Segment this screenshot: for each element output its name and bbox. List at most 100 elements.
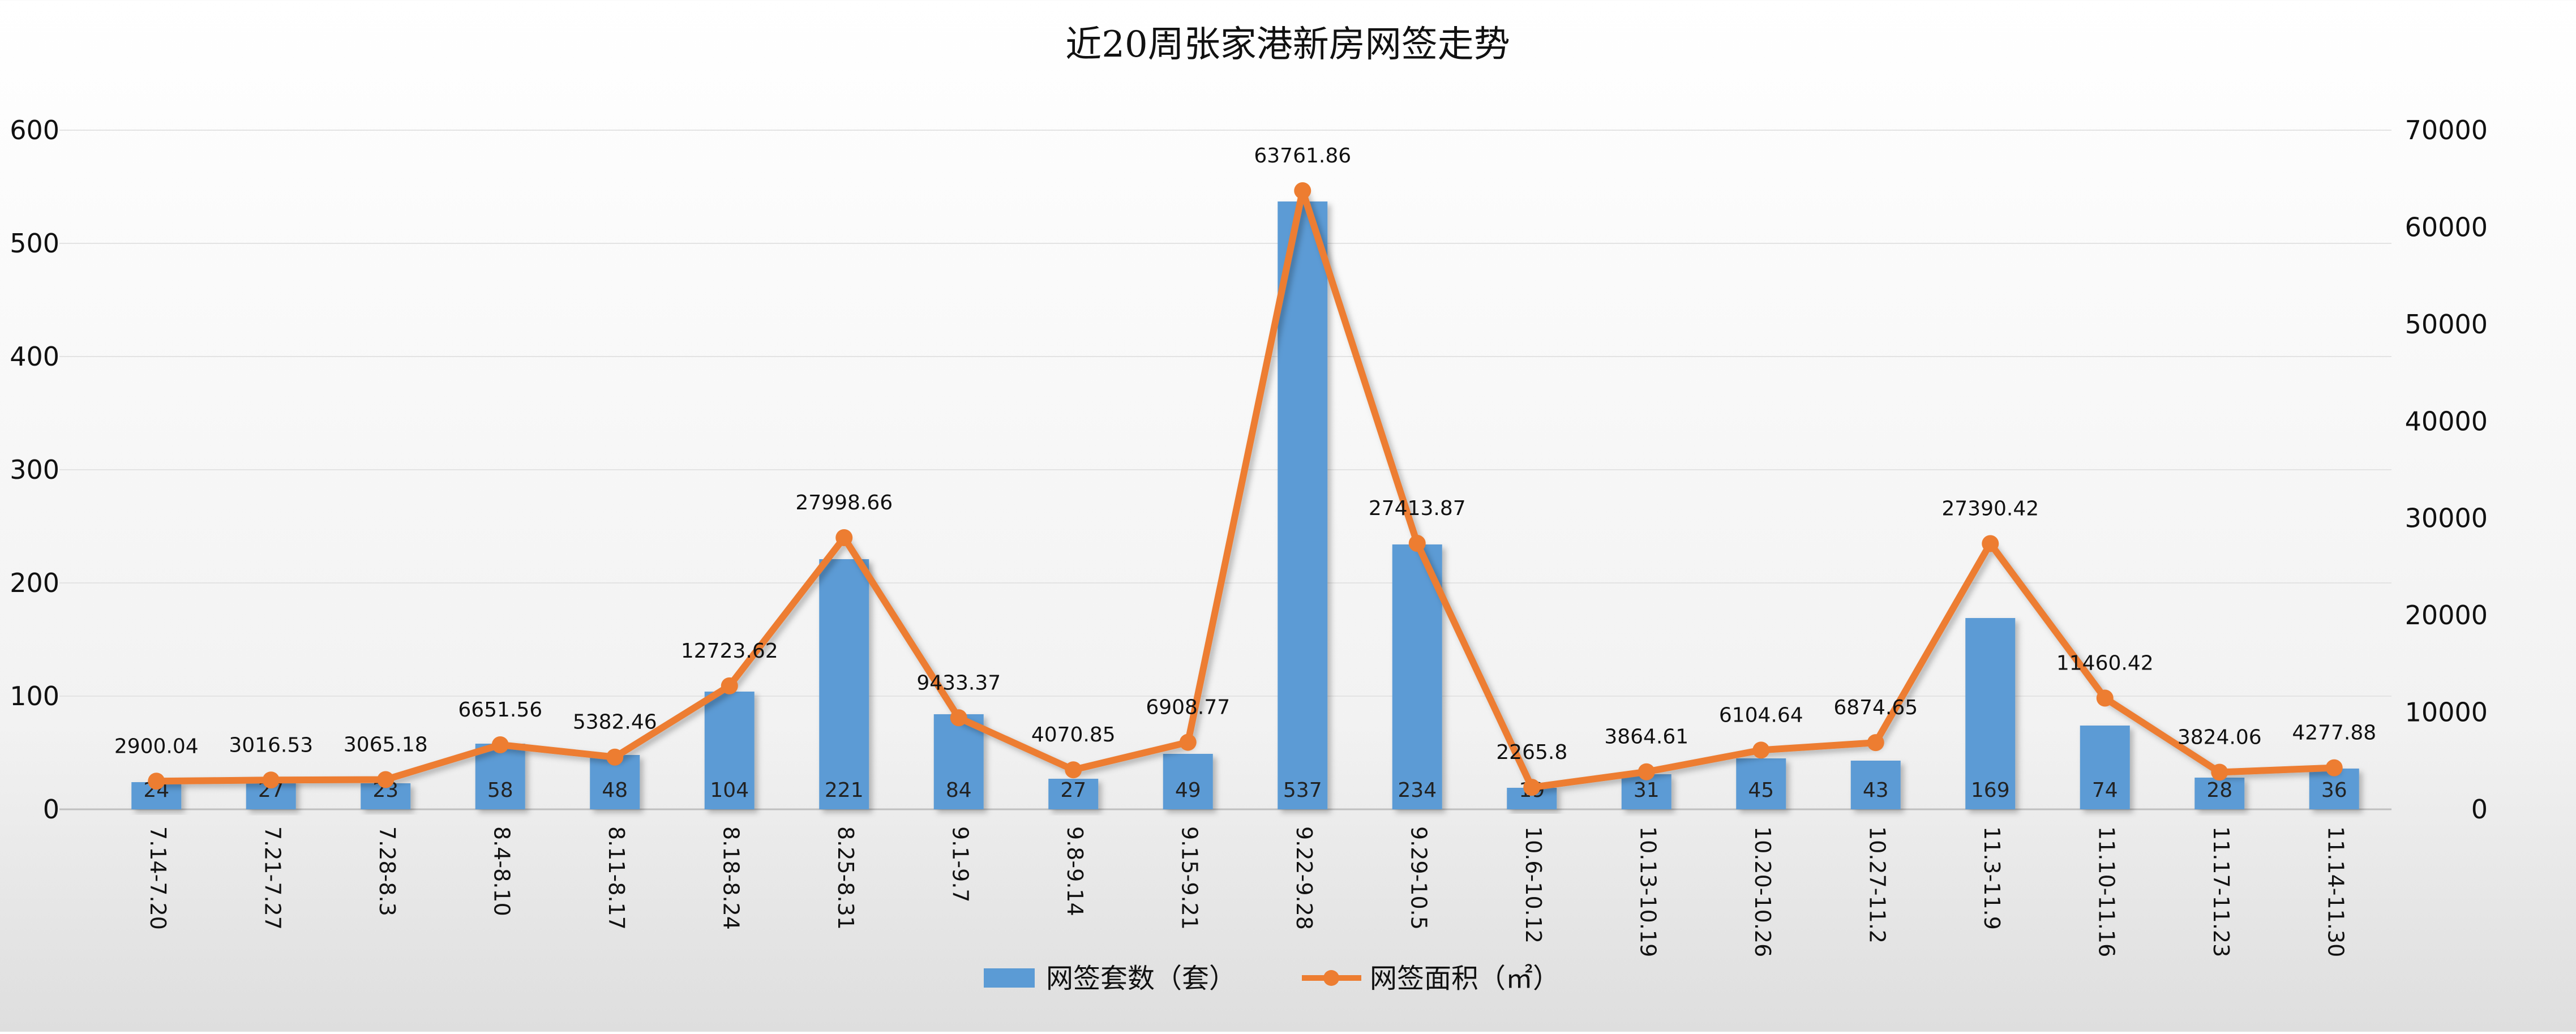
- line-point: [950, 709, 967, 727]
- line-value-label: 4277.88: [2292, 722, 2376, 745]
- y-left-tick-label: 200: [10, 568, 59, 598]
- right-axis: 0 10000 20000 30000 40000 50000 60000 70000: [2405, 115, 2488, 825]
- line-point: [835, 529, 853, 547]
- line-value-label: 3065.18: [344, 733, 428, 756]
- x-tick-label: 8.25-8.31: [833, 826, 858, 930]
- bar: [1965, 618, 2016, 809]
- x-tick-label: 8.18-8.24: [718, 826, 743, 930]
- line-point: [1179, 733, 1197, 751]
- bar-value-label: 49: [1175, 779, 1201, 802]
- x-tick-label: 10.27-11.2: [1865, 826, 1889, 943]
- x-tick-label: 7.21-7.27: [260, 826, 285, 930]
- x-tick-label: 11.10-11.16: [2094, 826, 2119, 957]
- bar: [1392, 544, 1442, 809]
- line-point: [1752, 741, 1770, 759]
- x-axis: 7.14-7.20 7.21-7.27 7.28-8.3 8.4-8.10 8.11-8…: [145, 826, 2348, 957]
- line-value-label: 3864.61: [1604, 726, 1688, 749]
- legend-label-bar: 网签套数（套）: [1046, 963, 1236, 994]
- line-point: [2211, 763, 2228, 781]
- line-point: [606, 748, 624, 766]
- line-value-label: 27998.66: [795, 491, 893, 514]
- line-labels: 2900.04 3016.53 3065.18 6651.56 5382.46 12723…: [114, 144, 2376, 764]
- line-point: [2096, 689, 2114, 707]
- x-tick-label: 8.4-8.10: [489, 826, 514, 916]
- bar: [475, 744, 525, 809]
- bar: [819, 559, 869, 809]
- y-right-tick-label: 20000: [2405, 600, 2488, 630]
- line-value-label: 3016.53: [229, 733, 313, 757]
- line-value-label: 6104.64: [1719, 703, 1803, 727]
- x-tick-label: 8.11-8.17: [604, 826, 629, 930]
- legend-swatch-bar: [984, 968, 1035, 988]
- y-right-tick-label: 70000: [2405, 115, 2488, 145]
- line-value-label: 4070.85: [1031, 723, 1116, 746]
- bar: [933, 714, 984, 809]
- bar-value-label: 84: [946, 779, 972, 802]
- line-point: [1294, 182, 1311, 199]
- x-tick-label: 11.17-11.23: [2209, 826, 2234, 957]
- bar: [2194, 778, 2245, 809]
- line-series: [148, 182, 2343, 796]
- line-point: [721, 677, 738, 694]
- y-right-tick-label: 0: [2471, 794, 2488, 825]
- y-left-tick-label: 400: [10, 341, 59, 372]
- bar-value-label: 43: [1863, 779, 1889, 802]
- y-left-tick-label: 0: [43, 794, 59, 825]
- line-point: [1867, 734, 1884, 752]
- bar: [1048, 779, 1099, 809]
- y-right-tick-label: 50000: [2405, 309, 2488, 340]
- line-point: [1638, 763, 1655, 780]
- y-right-tick-label: 40000: [2405, 406, 2488, 436]
- x-tick-label: 9.8-9.14: [1062, 826, 1087, 916]
- line-value-label: 5382.46: [573, 711, 657, 734]
- chart-title: 近20周张家港新房网签走势: [1065, 24, 1510, 66]
- bar-value-label: 537: [1283, 779, 1322, 802]
- left-axis: 0 100 200 300 400 500 600: [10, 115, 59, 825]
- bar-labels: 2427235848104221842749537234193145431697…: [143, 779, 2347, 802]
- line-point: [491, 736, 509, 753]
- bar-value-label: 169: [1971, 779, 2010, 802]
- line-value-label: 27413.87: [1369, 497, 1466, 520]
- bar-value-label: 221: [825, 779, 864, 802]
- bar-value-label: 45: [1748, 779, 1774, 802]
- y-left-tick-label: 600: [10, 115, 59, 145]
- line-value-label: 2900.04: [114, 735, 199, 758]
- bar: [1736, 758, 1786, 809]
- x-tick-label: 7.14-7.20: [145, 826, 170, 930]
- x-tick-label: 9.29-10.5: [1406, 826, 1431, 930]
- line-point: [1408, 535, 1426, 552]
- line-value-label: 6874.65: [1833, 696, 1918, 719]
- x-tick-label: 11.14-11.30: [2323, 826, 2348, 957]
- bar-value-label: 27: [1060, 779, 1086, 802]
- bar-value-label: 48: [602, 779, 628, 802]
- bar-value-label: 104: [710, 779, 749, 802]
- line-value-label: 6908.77: [1146, 696, 1230, 719]
- legend-label-line: 网签面积（㎡）: [1370, 963, 1560, 994]
- y-right-tick-label: 30000: [2405, 503, 2488, 534]
- line-value-label: 12723.62: [681, 640, 778, 663]
- x-tick-label: 10.20-10.26: [1750, 826, 1775, 957]
- bar-series: [131, 201, 2359, 809]
- y-left-tick-label: 500: [10, 228, 59, 259]
- bar-value-label: 74: [2092, 779, 2118, 802]
- line-point: [1523, 779, 1541, 796]
- x-tick-label: 9.22-9.28: [1292, 826, 1317, 930]
- line-value-label: 11460.42: [2056, 652, 2154, 675]
- line-value-label: 2265.8: [1496, 741, 1567, 764]
- y-left-tick-label: 300: [10, 454, 59, 485]
- bar: [1850, 761, 1901, 809]
- bar-value-label: 31: [1634, 779, 1660, 802]
- line-point: [1065, 761, 1082, 779]
- bar: [1278, 201, 1328, 809]
- y-right-tick-label: 60000: [2405, 212, 2488, 242]
- x-tick-label: 10.6-10.12: [1521, 826, 1546, 943]
- line-point: [262, 771, 280, 789]
- legend: 网签套数（套） 网签面积（㎡）: [984, 963, 1560, 994]
- bar-value-label: 234: [1398, 779, 1437, 802]
- x-tick-label: 9.15-9.21: [1177, 826, 1202, 930]
- bar-value-label: 28: [2206, 779, 2232, 802]
- x-tick-label: 9.1-9.7: [948, 826, 972, 903]
- bar-value-label: 36: [2321, 779, 2347, 802]
- bar: [1163, 754, 1213, 809]
